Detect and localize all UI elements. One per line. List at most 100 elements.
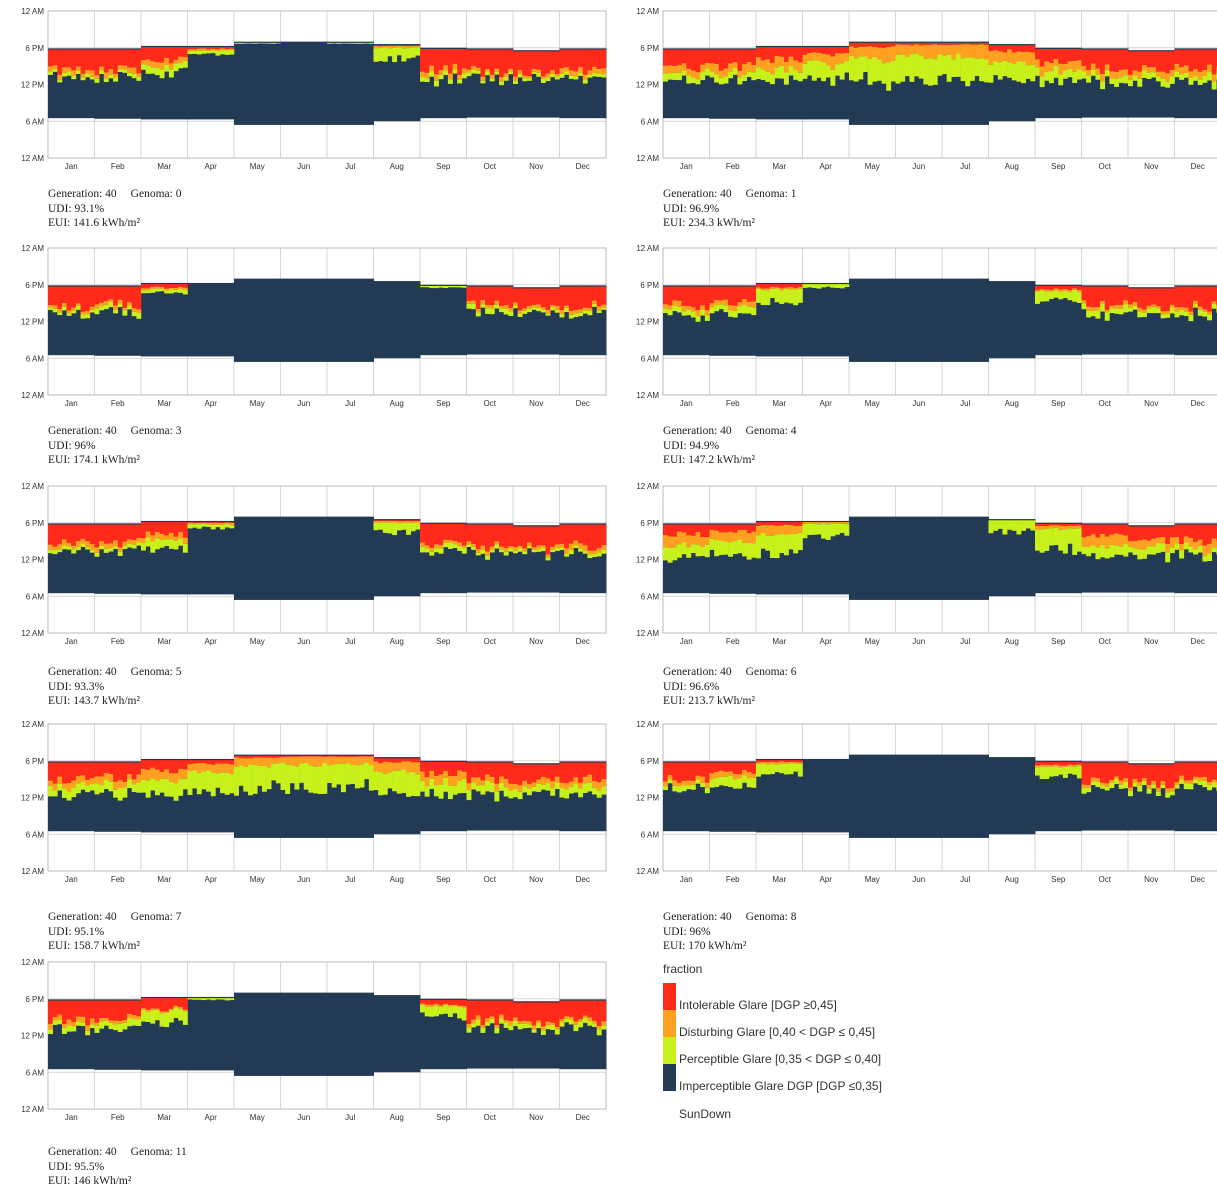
perceptible-mark <box>710 307 715 313</box>
intolerable-mark <box>779 522 784 525</box>
intolerable-mark <box>742 525 747 530</box>
disturbing-mark <box>532 782 537 786</box>
disturbing-mark <box>546 310 551 313</box>
intolerable-mark <box>700 525 705 537</box>
x-tick-label: Sep <box>436 1113 451 1122</box>
intolerable-mark <box>429 762 434 771</box>
disturbing-mark <box>592 67 597 73</box>
intolerable-mark <box>174 284 179 288</box>
perceptible-mark <box>1137 311 1142 317</box>
perceptible-mark <box>896 55 901 84</box>
intolerable-mark <box>532 764 537 782</box>
disturbing-mark <box>1175 307 1180 311</box>
intolerable-mark <box>1175 525 1180 538</box>
disturbing-mark <box>951 45 956 59</box>
disturbing-mark <box>178 532 183 538</box>
intolerable-mark <box>756 47 761 57</box>
disturbing-mark <box>1105 64 1110 69</box>
intolerable-mark <box>733 50 738 63</box>
intolerable-mark <box>425 49 430 73</box>
disturbing-mark <box>765 288 770 290</box>
disturbing-mark <box>1016 52 1021 62</box>
intolerable-mark <box>522 51 527 75</box>
intolerable-mark <box>467 525 472 542</box>
perceptible-mark <box>532 1029 537 1032</box>
perceptible-mark <box>592 1023 597 1027</box>
intolerable-mark <box>225 522 230 523</box>
disturbing-mark <box>146 531 151 537</box>
disturbing-mark <box>592 1021 597 1023</box>
perceptible-mark <box>682 785 687 791</box>
disturbing-mark <box>383 762 388 774</box>
disturbing-mark <box>1086 70 1091 75</box>
disturbing-mark <box>1040 289 1045 290</box>
perceptible-mark <box>229 998 234 1000</box>
perceptible-mark <box>467 304 472 309</box>
x-tick-label: Mar <box>157 637 171 646</box>
intolerable-mark <box>276 756 281 758</box>
perceptible-mark <box>499 309 504 313</box>
perceptible-mark <box>480 550 485 554</box>
perceptible-mark <box>840 284 845 288</box>
perceptible-mark <box>229 50 234 54</box>
intolerable-mark <box>490 525 495 547</box>
intolerable-mark <box>1049 524 1054 525</box>
disturbing-mark <box>429 771 434 779</box>
intolerable-mark <box>742 763 747 770</box>
disturbing-mark <box>1188 311 1193 314</box>
disturbing-mark <box>146 1010 151 1012</box>
disturbing-mark <box>784 525 789 535</box>
intolerable-mark <box>57 50 62 75</box>
intolerable-mark <box>220 760 225 763</box>
perceptible-mark <box>141 1010 146 1022</box>
perceptible-mark <box>439 1007 444 1015</box>
x-tick-label: Dec <box>1191 399 1205 408</box>
perceptible-mark <box>257 43 262 44</box>
disturbing-mark <box>53 65 58 69</box>
intolerable-mark <box>1170 764 1175 788</box>
intolerable-mark <box>420 1000 425 1004</box>
intolerable-mark <box>1054 49 1059 59</box>
x-tick-label: Sep <box>1051 162 1066 171</box>
perceptible-mark <box>550 550 555 552</box>
perceptible-mark <box>1109 308 1114 313</box>
intolerable-mark <box>211 522 216 523</box>
disturbing-mark <box>979 44 984 58</box>
perceptible-mark <box>663 309 668 313</box>
intolerable-mark <box>513 764 518 784</box>
disturbing-mark <box>1054 525 1059 528</box>
perceptible-mark <box>597 73 602 77</box>
disturbing-mark <box>672 537 677 548</box>
perceptible-mark <box>569 1020 574 1025</box>
disturbing-mark <box>494 301 499 305</box>
disturbing-mark <box>1170 537 1175 547</box>
perceptible-mark <box>682 311 687 315</box>
intolerable-mark <box>719 525 724 533</box>
perceptible-mark <box>108 782 113 792</box>
intolerable-mark <box>1114 525 1119 534</box>
disturbing-mark <box>1156 72 1161 77</box>
disturbing-mark <box>536 545 541 549</box>
intolerable-mark <box>686 525 691 536</box>
disturbing-mark <box>723 69 728 77</box>
disturbing-mark <box>830 522 835 523</box>
disturbing-mark <box>318 756 323 766</box>
disturbing-mark <box>387 762 392 772</box>
intolerable-mark <box>248 756 253 758</box>
disturbing-mark <box>1044 290 1049 292</box>
x-tick-label: Jan <box>65 399 78 408</box>
perceptible-mark <box>332 764 337 787</box>
perceptible-mark <box>522 78 527 81</box>
genoma-label: Genoma: 3 <box>131 425 182 437</box>
intolerable-mark <box>1147 51 1152 67</box>
perceptible-mark <box>392 771 397 792</box>
intolerable-mark <box>1054 286 1059 289</box>
intolerable-mark <box>961 43 966 45</box>
disturbing-mark <box>150 287 155 289</box>
perceptible-mark <box>411 523 416 531</box>
perceptible-mark <box>146 781 151 798</box>
intolerable-mark <box>132 763 137 780</box>
intolerable-mark <box>872 43 877 47</box>
